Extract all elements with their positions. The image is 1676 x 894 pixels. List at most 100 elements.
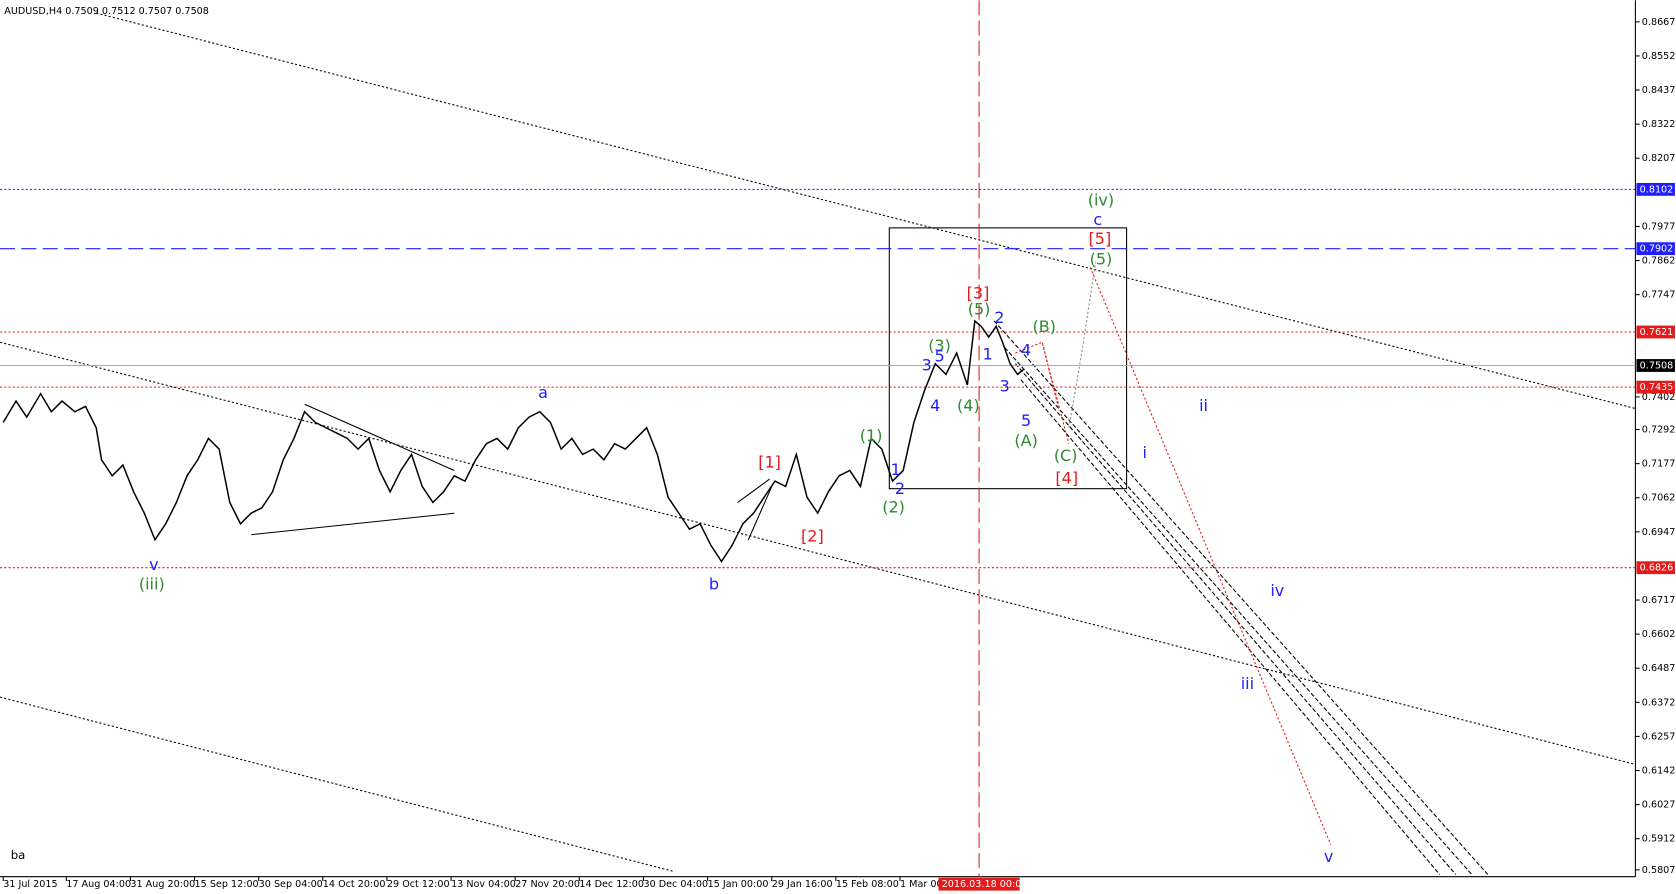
projection-line — [1015, 341, 1070, 444]
y-tick-label: 0.6257 — [1642, 731, 1676, 742]
projection-line — [1068, 262, 1097, 428]
wave-label: (B) — [1033, 317, 1056, 336]
x-tick-label: 14 Dec 12:00 — [579, 879, 644, 890]
wave-label: 3 — [1000, 377, 1010, 396]
y-tick-label: 0.6717 — [1642, 595, 1676, 606]
wave-label: [2] — [801, 526, 824, 545]
wave-label: iii — [1241, 674, 1254, 693]
y-tick-label: 0.6372 — [1642, 697, 1676, 708]
wave-label: a — [538, 383, 548, 402]
y-tick-label: 0.7402 — [1642, 392, 1676, 403]
x-tick-label: 31 Aug 20:00 — [130, 879, 195, 890]
triangle-line — [304, 403, 455, 472]
level-label: 0.7902 — [1640, 244, 1674, 255]
wave-label: ii — [1199, 396, 1208, 415]
y-tick-label: 0.5807 — [1642, 865, 1676, 876]
wave-label: 5 — [934, 347, 944, 366]
wedge-line — [737, 478, 770, 504]
triangle-line — [251, 512, 455, 536]
wave-label: (3) — [928, 336, 951, 355]
wave-label: (iii) — [139, 574, 165, 593]
y-tick-label: 0.7977 — [1642, 221, 1676, 232]
y-tick-label: 0.7862 — [1642, 256, 1676, 267]
x-tick-label: 1 Mar 00:00 — [900, 879, 958, 890]
x-tick-label: 27 Nov 20:00 — [515, 879, 580, 890]
wave-label: [1] — [758, 453, 781, 472]
wave-label: (2) — [882, 497, 905, 516]
x-tick-label: 30 Dec 04:00 — [643, 879, 708, 890]
y-tick-label: 0.8552 — [1642, 51, 1676, 62]
level-label-box — [1636, 325, 1675, 339]
level-label-box — [1636, 242, 1675, 256]
level-label-box — [1636, 380, 1675, 394]
wave-label: 3 — [922, 355, 932, 374]
level-label-box — [1636, 561, 1675, 575]
x-tick-label: 30 Sep 04:00 — [259, 879, 323, 890]
wave-label: [4] — [1055, 469, 1078, 488]
level-label: 0.7435 — [1640, 382, 1674, 393]
x-tick-label: 13 Nov 04:00 — [451, 879, 516, 890]
wave-label: 5 — [1021, 411, 1031, 430]
wave-label: 2 — [994, 308, 1004, 327]
y-tick-label: 0.7292 — [1642, 425, 1676, 436]
wave-label: (4) — [957, 396, 980, 415]
level-label: 0.8102 — [1640, 184, 1674, 195]
y-tick-label: 0.7062 — [1642, 493, 1676, 504]
wave-label: 1 — [891, 460, 901, 479]
wave-label: (1) — [860, 426, 883, 445]
y-tick-label: 0.6142 — [1642, 766, 1676, 777]
y-tick-label: 0.6487 — [1642, 663, 1676, 674]
wave-label: iv — [1270, 581, 1284, 600]
channel-line — [1020, 379, 1441, 875]
level-label-box — [1636, 359, 1675, 372]
wave-label: (5) — [968, 300, 991, 319]
wave-label: 4 — [930, 396, 940, 415]
event-label: 2016.03.18 00:00 — [942, 879, 1028, 890]
wave-label: (5) — [1090, 249, 1113, 268]
wave-label: 2 — [895, 479, 905, 498]
wave-label: v — [149, 555, 158, 574]
x-tick-label: 29 Oct 12:00 — [387, 879, 450, 890]
channel-line — [1015, 363, 1457, 875]
chart-title: AUDUSD,H4 0.7509 0.7512 0.7507 0.7508 — [4, 6, 209, 17]
wave-label: [3] — [967, 284, 990, 303]
x-tick-label: 17 Aug 04:00 — [66, 879, 131, 890]
wave-label: 4 — [1021, 340, 1031, 359]
x-tick-label: 31 Jul 2015 — [3, 879, 57, 890]
channel-line — [1004, 347, 1473, 875]
wave-label: (C) — [1054, 446, 1078, 465]
x-tick-label: 29 Jan 16:00 — [772, 879, 833, 890]
trend-line — [0, 341, 1636, 765]
level-label: 0.7508 — [1640, 360, 1674, 371]
wave-label: b — [709, 574, 719, 593]
y-tick-label: 0.5912 — [1642, 834, 1676, 845]
wave-label: (A) — [1014, 431, 1037, 450]
x-tick-label: 15 Sep 12:00 — [195, 879, 259, 890]
wave-label: c — [1093, 210, 1102, 229]
wedge-line — [747, 486, 773, 541]
price-line — [2, 319, 1025, 563]
x-tick-label: 15 Feb 08:00 — [836, 879, 899, 890]
y-tick-label: 0.6947 — [1642, 527, 1676, 538]
corner-text: ba — [11, 848, 26, 862]
level-label: 0.7621 — [1640, 327, 1674, 338]
y-tick-label: 0.8667 — [1642, 17, 1676, 28]
channel-line — [993, 320, 1489, 875]
y-tick-label: 0.8437 — [1642, 85, 1676, 96]
projection-lines — [1015, 262, 1332, 845]
zoom-box — [888, 227, 1128, 490]
event-label-box — [938, 877, 1020, 891]
wave-label: [5] — [1089, 229, 1112, 248]
y-tick-label: 0.8207 — [1642, 153, 1676, 164]
wave-label: v — [1324, 847, 1333, 866]
x-tick-label: 15 Jan 00:00 — [708, 879, 769, 890]
y-tick-label: 0.7747 — [1642, 290, 1676, 301]
y-tick-label: 0.6027 — [1642, 800, 1676, 811]
level-label-box — [1636, 182, 1675, 196]
level-label: 0.6826 — [1640, 563, 1674, 574]
wave-label: 1 — [983, 345, 993, 364]
y-tick-label: 0.7177 — [1642, 459, 1676, 470]
y-tick-label: 0.6602 — [1642, 629, 1676, 640]
